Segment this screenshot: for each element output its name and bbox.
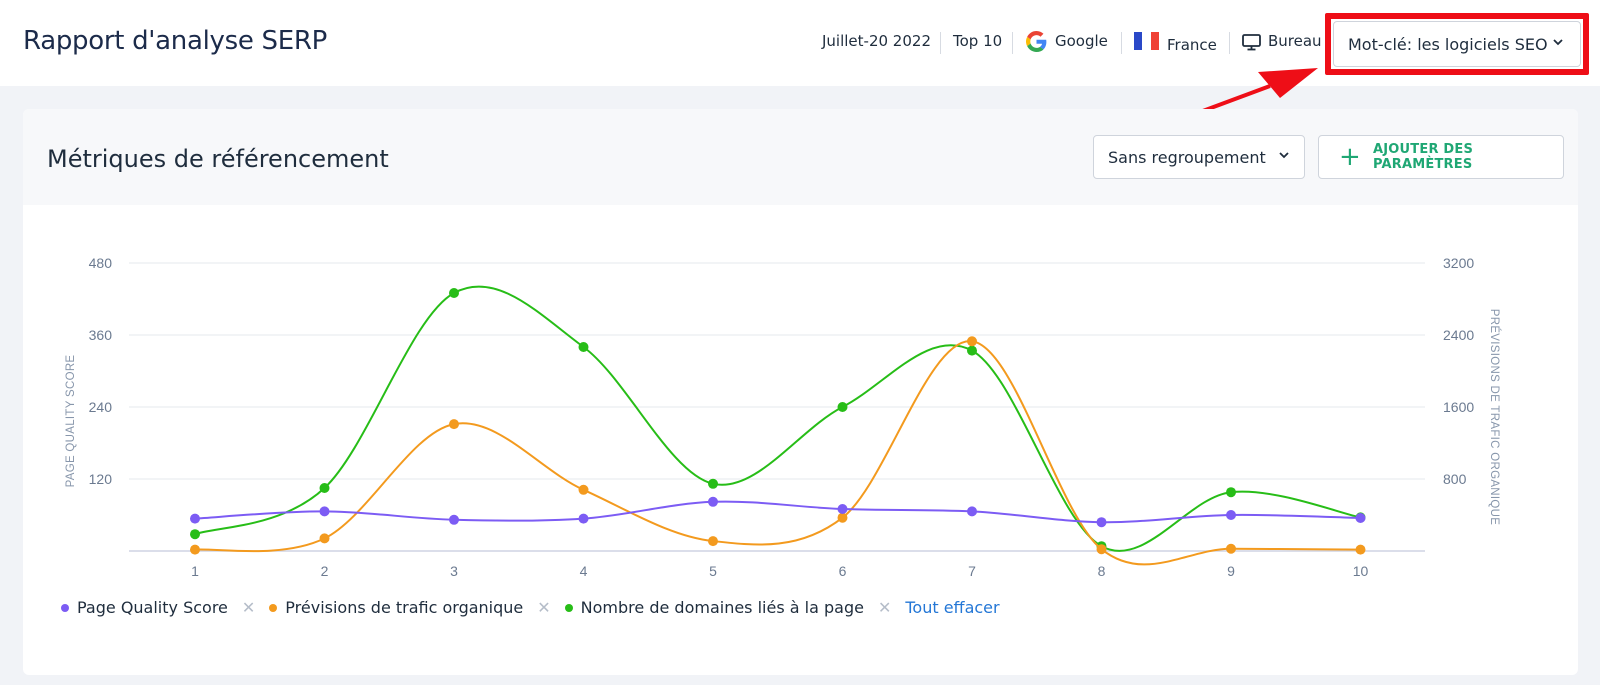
left-tick-label: 360 (89, 327, 113, 343)
section-title: Métriques de référencement (47, 145, 389, 173)
keyword-select-label: Mot-clé: les logiciels SEO (1348, 34, 1548, 54)
data-point (449, 419, 459, 430)
divider (940, 32, 941, 54)
data-point (190, 529, 200, 540)
search-engine[interactable]: Google (1055, 32, 1108, 50)
chart-legend: Page Quality Score ✕ Prévisions de trafic … (61, 598, 1000, 617)
divider (1012, 32, 1013, 54)
highlight-box (1325, 13, 1589, 75)
right-tick-label: 1600 (1443, 399, 1474, 415)
right-tick-label: 3200 (1443, 255, 1474, 271)
data-point (190, 544, 200, 555)
data-point (578, 484, 589, 495)
remove-series-icon[interactable]: ✕ (537, 598, 551, 617)
left-tick-label: 480 (89, 255, 113, 271)
left-axis-title: PAGE QUALITY SCORE (65, 355, 77, 488)
legend-item[interactable]: Prévisions de trafic organique ✕ (269, 598, 551, 617)
x-tick-label: 5 (709, 563, 717, 579)
legend-item[interactable]: Page Quality Score ✕ (61, 598, 255, 617)
legend-label: Prévisions de trafic organique (285, 598, 524, 617)
add-parameters-label: AJOUTER DES PARAMÈTRES (1373, 142, 1474, 172)
page-title: Rapport d'analyse SERP (23, 26, 327, 56)
x-tick-label: 3 (450, 563, 458, 579)
x-tick-label: 2 (321, 563, 329, 579)
card-header: Métriques de référencement Sans regroupe… (23, 109, 1578, 205)
data-point (1226, 487, 1236, 498)
x-tick-label: 8 (1098, 563, 1106, 579)
divider (1229, 32, 1230, 54)
france-flag-icon (1134, 32, 1159, 50)
data-point (837, 402, 848, 412)
data-point (708, 478, 718, 489)
metrics-chart: 120 240 360 480 800 1600 2400 3200 1 2 3 4 5 6 7 8 9 10 PA… (65, 255, 1501, 579)
data-point (1355, 544, 1366, 555)
legend-label: Page Quality Score (77, 598, 228, 617)
data-point (1096, 517, 1107, 528)
chevron-down-icon (1279, 152, 1289, 159)
data-point (319, 506, 330, 517)
series-line-3 (194, 285, 1361, 552)
legend-dot (61, 603, 69, 612)
device[interactable]: Bureau (1268, 32, 1322, 50)
data-point (578, 342, 589, 352)
data-point (449, 288, 459, 298)
keyword-select[interactable]: Mot-clé: les logiciels SEO (1333, 21, 1581, 67)
google-icon (1026, 31, 1047, 52)
country[interactable]: France (1167, 36, 1217, 54)
x-tick-label: 6 (839, 563, 847, 579)
x-tick-label: 1 (191, 563, 199, 579)
divider (1121, 32, 1122, 54)
data-point (967, 506, 977, 517)
x-tick-label: 7 (968, 563, 976, 579)
remove-series-icon[interactable]: ✕ (877, 598, 892, 617)
data-point (190, 513, 200, 524)
grouping-select[interactable]: Sans regroupement (1093, 135, 1305, 179)
add-parameters-button[interactable]: + AJOUTER DES PARAMÈTRES (1318, 135, 1564, 179)
series-line-1 (194, 500, 1361, 524)
right-tick-label: 800 (1443, 471, 1467, 487)
data-point (837, 504, 848, 514)
data-point (837, 512, 848, 523)
x-tick-label: 10 (1353, 563, 1369, 579)
x-tick-label: 4 (580, 563, 588, 579)
data-point (967, 345, 977, 356)
left-tick-label: 120 (89, 471, 113, 487)
right-tick-label: 2400 (1443, 327, 1474, 343)
series-line-2 (194, 340, 1361, 566)
remove-series-icon[interactable]: ✕ (241, 598, 256, 617)
legend-dot (269, 603, 278, 612)
plus-icon: + (1339, 142, 1361, 172)
report-date[interactable]: Juillet-20 2022 (822, 32, 931, 50)
data-point (1226, 543, 1236, 554)
data-point (1355, 513, 1366, 523)
data-point (1096, 544, 1107, 555)
right-axis-title: PRÉVISIONS DE TRAFIC ORGANIQUE (1488, 309, 1501, 525)
data-point (708, 536, 718, 547)
data-point (967, 336, 977, 347)
chevron-down-icon (1553, 39, 1563, 46)
left-tick-label: 240 (89, 399, 113, 415)
top-results-filter[interactable]: Top 10 (953, 32, 1003, 50)
clear-all-link[interactable]: Tout effacer (905, 598, 1000, 617)
legend-item[interactable]: Nombre de domaines liés à la page ✕ (564, 598, 892, 617)
data-point (708, 496, 718, 507)
data-point (1226, 510, 1236, 520)
grouping-select-label: Sans regroupement (1108, 147, 1266, 167)
desktop-icon (1242, 34, 1261, 51)
data-point (578, 513, 589, 524)
data-point (319, 533, 330, 544)
x-tick-label: 9 (1227, 563, 1235, 579)
data-point (319, 483, 330, 493)
seo-metrics-card: Métriques de référencement Sans regroupe… (23, 109, 1578, 675)
top-header: Rapport d'analyse SERP Juillet-20 2022 T… (0, 0, 1600, 86)
data-point (449, 514, 459, 525)
legend-dot (564, 603, 573, 612)
legend-label: Nombre de domaines liés à la page (580, 598, 864, 617)
